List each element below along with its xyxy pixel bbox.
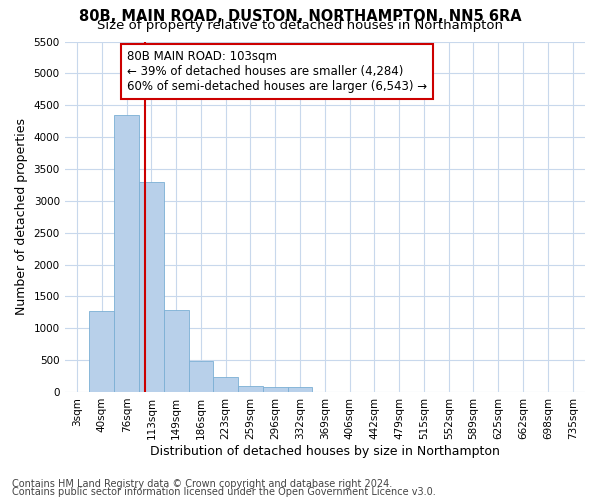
Text: Contains public sector information licensed under the Open Government Licence v3: Contains public sector information licen… xyxy=(12,487,436,497)
Text: 80B MAIN ROAD: 103sqm
← 39% of detached houses are smaller (4,284)
60% of semi-d: 80B MAIN ROAD: 103sqm ← 39% of detached … xyxy=(127,50,427,94)
Text: Size of property relative to detached houses in Northampton: Size of property relative to detached ho… xyxy=(97,19,503,32)
Bar xyxy=(164,310,188,392)
X-axis label: Distribution of detached houses by size in Northampton: Distribution of detached houses by size … xyxy=(150,444,500,458)
Bar xyxy=(214,376,238,392)
Bar xyxy=(263,387,287,392)
Bar xyxy=(188,360,214,392)
Bar xyxy=(89,311,114,392)
Bar xyxy=(238,386,263,392)
Y-axis label: Number of detached properties: Number of detached properties xyxy=(15,118,28,315)
Bar xyxy=(114,115,139,392)
Bar xyxy=(287,387,313,392)
Text: Contains HM Land Registry data © Crown copyright and database right 2024.: Contains HM Land Registry data © Crown c… xyxy=(12,479,392,489)
Bar xyxy=(139,182,164,392)
Text: 80B, MAIN ROAD, DUSTON, NORTHAMPTON, NN5 6RA: 80B, MAIN ROAD, DUSTON, NORTHAMPTON, NN5… xyxy=(79,9,521,24)
